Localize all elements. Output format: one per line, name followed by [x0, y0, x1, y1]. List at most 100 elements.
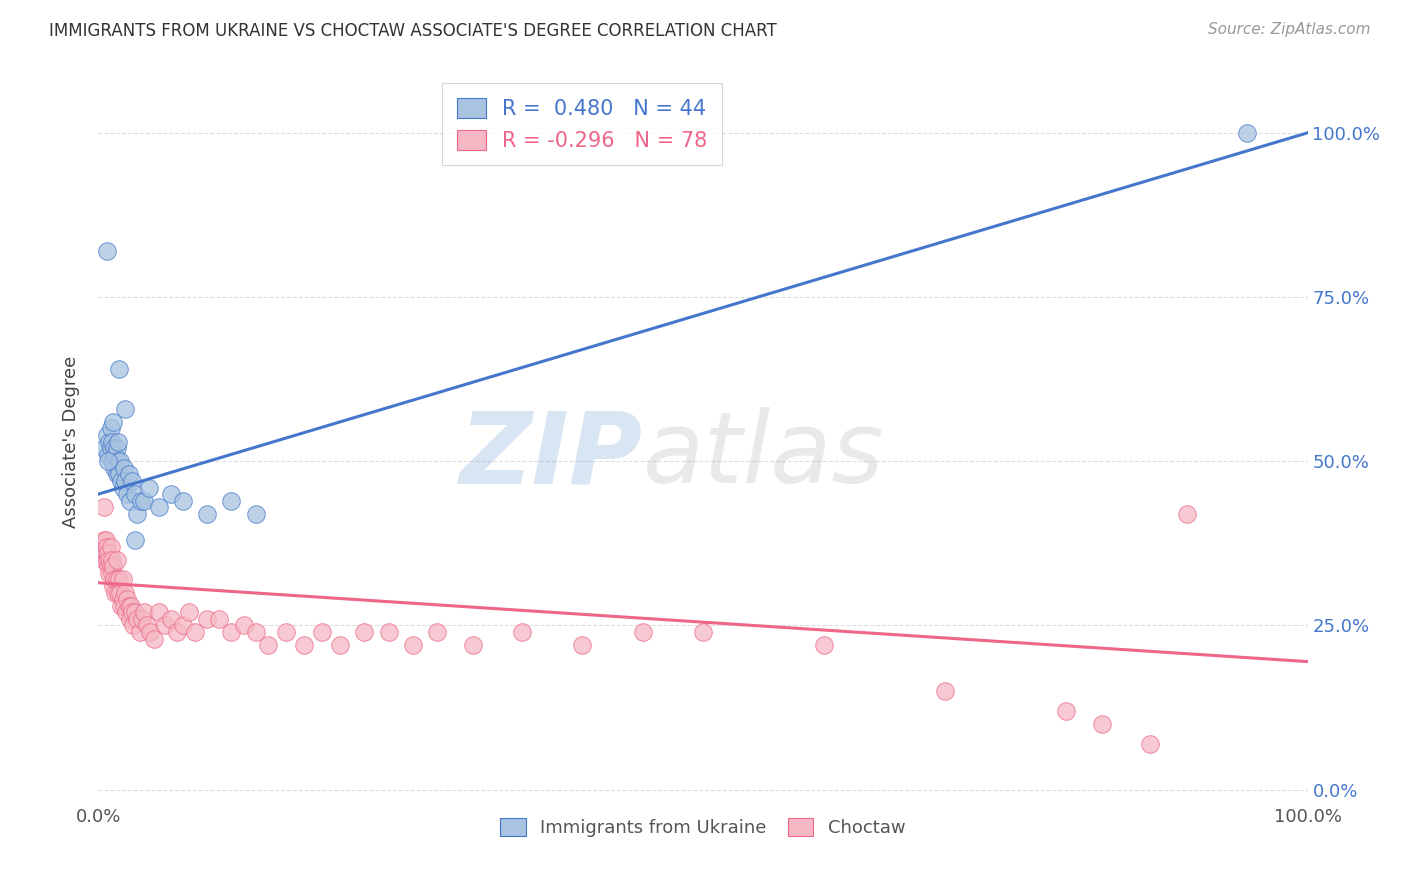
Point [134, 605, 156, 619]
Point [934, 684, 956, 698]
Point [101, 579, 124, 593]
Point [311, 625, 333, 640]
Point [115, 605, 138, 619]
Point [108, 573, 131, 587]
Point [1054, 704, 1077, 718]
Point [108, 467, 131, 482]
Point [692, 625, 714, 640]
Point [114, 585, 136, 599]
Point [184, 625, 207, 640]
Point [122, 618, 145, 632]
Point [103, 441, 125, 455]
Point [107, 585, 129, 599]
Point [118, 467, 141, 482]
Point [100, 454, 122, 468]
Point [108, 362, 131, 376]
Y-axis label: Associate's Degree: Associate's Degree [62, 355, 80, 528]
Point [195, 612, 218, 626]
Point [110, 474, 132, 488]
Point [571, 638, 593, 652]
Point [107, 454, 129, 468]
Point [111, 481, 134, 495]
Point [245, 625, 267, 640]
Point [245, 507, 267, 521]
Text: ZIP: ZIP [460, 408, 643, 505]
Point [143, 632, 166, 646]
Point [148, 500, 170, 515]
Point [108, 585, 131, 599]
Point [463, 638, 485, 652]
Point [101, 415, 124, 429]
Point [105, 441, 128, 455]
Point [138, 481, 160, 495]
Point [121, 605, 143, 619]
Point [118, 599, 141, 613]
Point [221, 625, 243, 640]
Point [112, 599, 135, 613]
Point [117, 592, 139, 607]
Point [353, 625, 375, 640]
Point [100, 540, 122, 554]
Point [98, 566, 121, 580]
Point [97, 454, 120, 468]
Point [120, 599, 142, 613]
Point [101, 454, 124, 468]
Point [111, 573, 134, 587]
Point [148, 605, 170, 619]
Point [101, 559, 124, 574]
Point [100, 566, 122, 580]
Point [114, 401, 136, 416]
Point [129, 493, 152, 508]
Point [96, 553, 118, 567]
Point [256, 638, 278, 652]
Point [121, 474, 143, 488]
Point [172, 493, 194, 508]
Point [104, 448, 127, 462]
Point [93, 533, 115, 547]
Point [208, 612, 231, 626]
Point [105, 553, 128, 567]
Point [104, 585, 127, 599]
Point [160, 487, 183, 501]
Point [103, 573, 125, 587]
Point [813, 638, 835, 652]
Point [117, 487, 139, 501]
Legend: Immigrants from Ukraine, Choctaw: Immigrants from Ukraine, Choctaw [494, 811, 912, 845]
Point [94, 546, 117, 560]
Point [329, 638, 352, 652]
Point [91, 540, 114, 554]
Point [166, 625, 188, 640]
Point [97, 546, 120, 560]
Point [100, 421, 122, 435]
Point [631, 625, 654, 640]
Point [108, 454, 131, 468]
Point [91, 546, 114, 560]
Point [377, 625, 399, 640]
Point [105, 573, 128, 587]
Point [172, 618, 194, 632]
Point [94, 533, 117, 547]
Point [96, 428, 118, 442]
Point [131, 612, 153, 626]
Point [1236, 126, 1258, 140]
Point [195, 507, 218, 521]
Text: atlas: atlas [643, 408, 884, 505]
Point [179, 605, 201, 619]
Text: IMMIGRANTS FROM UKRAINE VS CHOCTAW ASSOCIATE'S DEGREE CORRELATION CHART: IMMIGRANTS FROM UKRAINE VS CHOCTAW ASSOC… [49, 22, 778, 40]
Point [96, 540, 118, 554]
Point [127, 507, 149, 521]
Point [232, 618, 254, 632]
Point [118, 493, 141, 508]
Point [135, 618, 157, 632]
Point [153, 618, 176, 632]
Point [112, 460, 135, 475]
Point [98, 434, 121, 449]
Point [139, 625, 162, 640]
Point [510, 625, 533, 640]
Point [134, 493, 156, 508]
Point [160, 612, 183, 626]
Point [127, 612, 149, 626]
Point [426, 625, 449, 640]
Point [100, 553, 122, 567]
Point [107, 434, 129, 449]
